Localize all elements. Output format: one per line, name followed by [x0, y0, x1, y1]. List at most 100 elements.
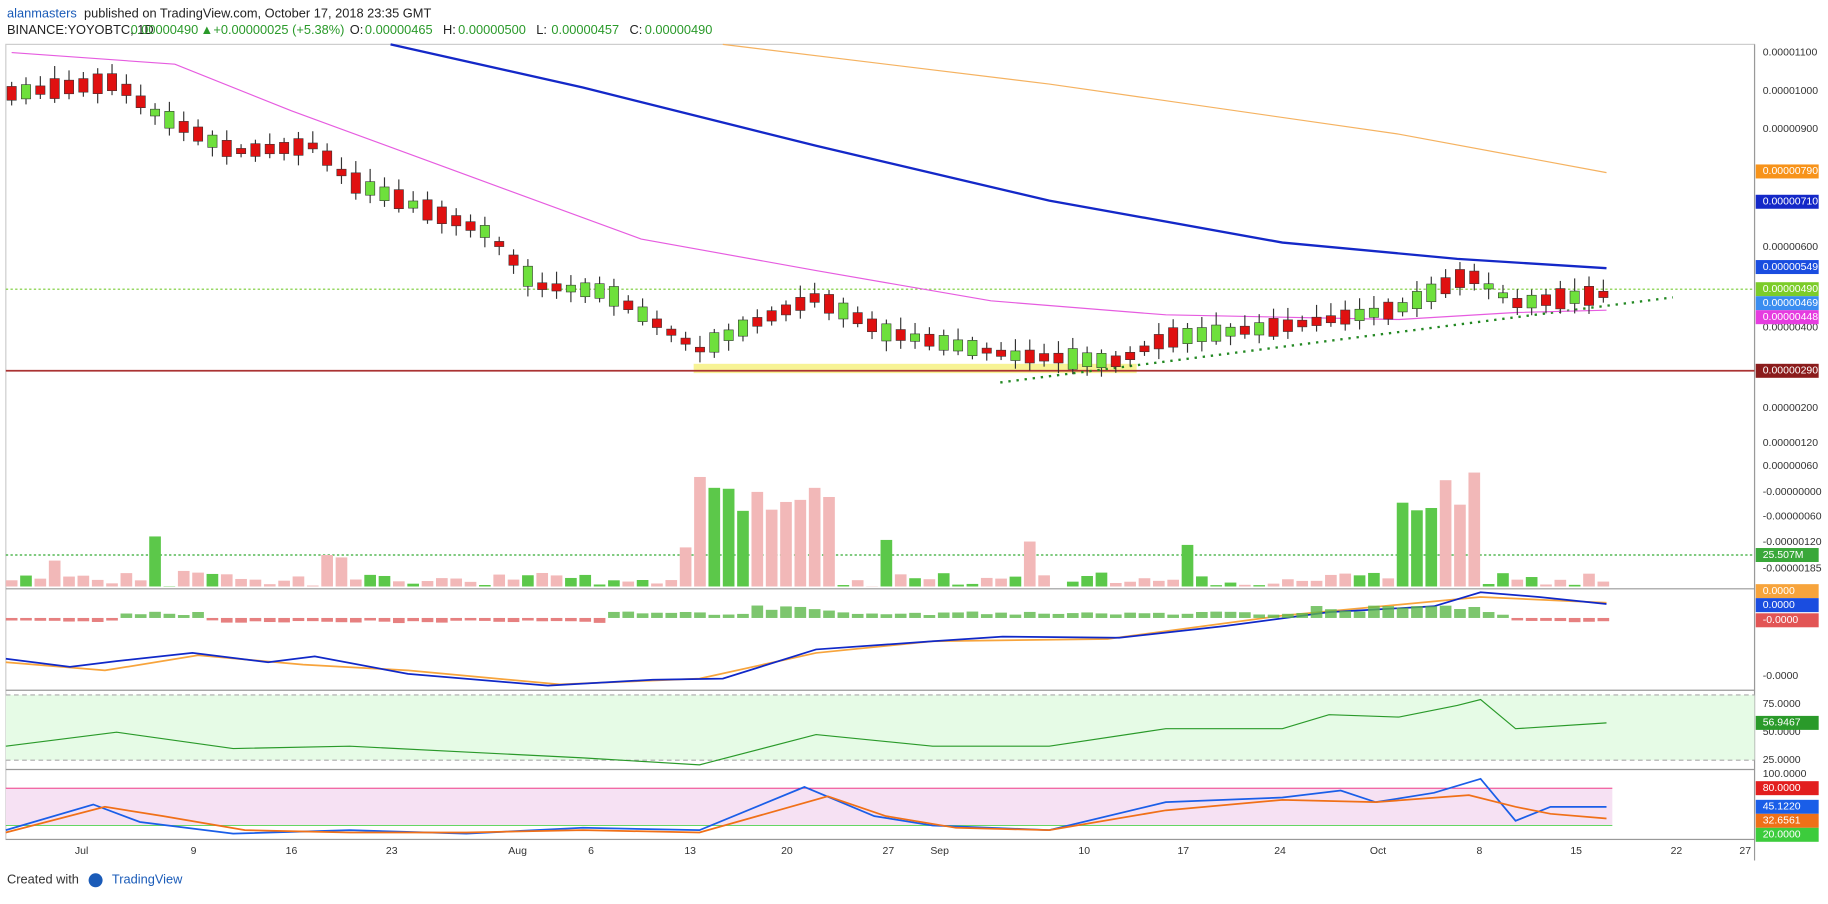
macd-bar [493, 618, 505, 622]
volume-bar [20, 576, 32, 587]
rsi-badge: 56.9467 [1763, 718, 1801, 729]
volume-bar [795, 500, 807, 587]
macd-bar [622, 612, 634, 618]
macd-bar [1153, 613, 1165, 618]
last-price: 0.00000490 [131, 22, 199, 37]
macd-bar [1182, 614, 1194, 618]
volume-bar [823, 497, 835, 587]
volume-bar [881, 540, 893, 587]
candle-body [1312, 317, 1321, 325]
macd-bar [1354, 611, 1366, 618]
candle-body [1513, 298, 1522, 307]
candle-body [79, 79, 88, 93]
candle-body [1140, 346, 1149, 352]
macd-bar [1325, 609, 1337, 618]
macd-bar [436, 618, 448, 623]
candle-body [1541, 295, 1550, 306]
macd-bar [522, 618, 534, 621]
volume-bar [465, 582, 477, 587]
volume-bar [952, 585, 964, 587]
volume-bar [1225, 583, 1237, 587]
candle-body [695, 347, 704, 352]
macd-bar [952, 612, 964, 618]
macd-bar [479, 618, 491, 621]
macd-bar [1268, 615, 1280, 618]
volume-bar [1139, 578, 1151, 586]
macd-bar [20, 618, 32, 621]
volume-bar [852, 580, 864, 586]
volume-bar [1196, 576, 1208, 586]
macd-bar [164, 614, 176, 618]
volume-bar [1454, 505, 1466, 587]
macd-badge: -0.0000 [1763, 615, 1799, 626]
candle-body [64, 80, 73, 94]
rsi-band [6, 695, 1755, 760]
candle-body [122, 84, 131, 95]
date-tick-label: 22 [1671, 846, 1683, 857]
macd-bar [1554, 618, 1566, 621]
volume-bar [422, 581, 434, 586]
candle-body [251, 144, 260, 157]
candle-body [1212, 325, 1221, 341]
candle-body [724, 330, 733, 341]
candle-body [753, 317, 762, 326]
candle-body [925, 334, 934, 346]
candle-body [1470, 271, 1479, 284]
macd-bar [1397, 608, 1409, 618]
candle-body [609, 286, 618, 306]
candle-body [1584, 286, 1593, 305]
macd-bar [49, 618, 61, 621]
macd-bar [250, 618, 262, 621]
ohlc-value: 0.00000490 [645, 22, 713, 37]
stoch-badge: 80.0000 [1763, 783, 1801, 794]
macd-bar [1067, 613, 1079, 618]
candle-body [279, 142, 288, 153]
candle-body [1427, 284, 1436, 302]
candle-body [738, 320, 747, 336]
macd-bar [336, 618, 348, 622]
macd-bar [465, 618, 477, 621]
candle-body [1570, 291, 1579, 303]
date-tick-label: 20 [781, 846, 793, 857]
macd-bar [221, 618, 233, 623]
stoch-badge: 20.0000 [1763, 830, 1801, 841]
stoch-badge: 45.1220 [1763, 802, 1801, 813]
candle-body [208, 135, 217, 147]
volume-tick-label: -0.00000120 [1763, 537, 1822, 548]
volume-bar [63, 577, 75, 587]
candle-body [179, 121, 188, 132]
volume-bar [1210, 585, 1222, 586]
volume-bar [6, 580, 18, 586]
volume-bar [207, 574, 219, 587]
volume-bar [1411, 510, 1423, 586]
candle-body [1441, 278, 1450, 294]
volume-bar [49, 561, 61, 587]
macd-bar [651, 613, 663, 618]
macd-bar [1368, 606, 1380, 618]
footer-brand[interactable]: TradingView [112, 872, 183, 887]
macd-bar [1339, 611, 1351, 618]
volume-bar [135, 580, 147, 586]
volume-bar [1010, 577, 1022, 587]
volume-bar [651, 583, 663, 586]
volume-bar [780, 502, 792, 587]
volume-bar [723, 489, 735, 587]
candle-body [1197, 328, 1206, 342]
candle-body [839, 303, 848, 319]
candle-body [1412, 291, 1421, 308]
candle-body [165, 111, 174, 128]
macd-bar [178, 615, 190, 618]
date-tick-label: Jul [75, 846, 88, 857]
macd-bar [207, 618, 219, 620]
price-badge: 0.00000490 [1763, 284, 1819, 295]
macd-bar [1124, 613, 1136, 618]
macd-bar [350, 618, 362, 623]
candle-body [939, 335, 948, 350]
candle-body [1226, 327, 1235, 336]
candle-body [1025, 350, 1034, 363]
macd-bar [1282, 614, 1294, 618]
candle-body [294, 139, 303, 156]
candle-body [523, 266, 532, 286]
date-tick-label: 24 [1274, 846, 1286, 857]
